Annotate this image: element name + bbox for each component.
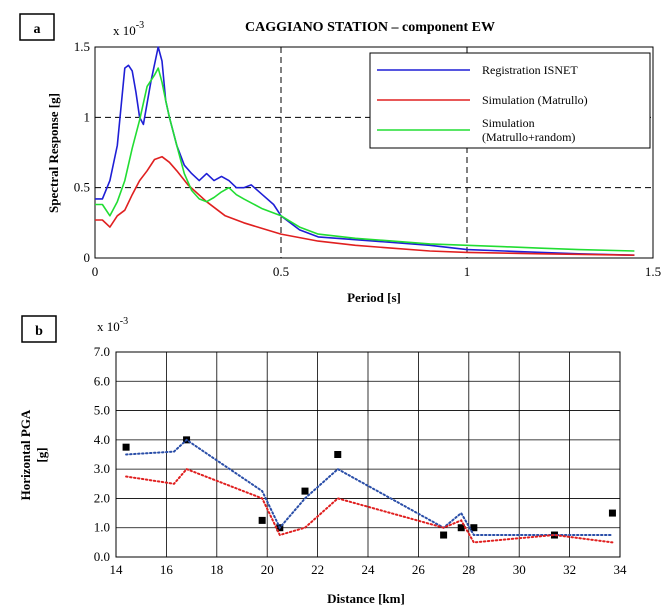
x-tick-label: 0.5 xyxy=(273,264,289,279)
panel-a-legend: Registration ISNET Simulation (Matrullo)… xyxy=(369,52,651,149)
panel-b-ylabel-line1: Horizontal PGA xyxy=(18,409,33,500)
data-marker xyxy=(440,531,448,539)
y-tick-label: 1 xyxy=(84,109,91,124)
legend-label-simulation-random-line2: (Matrullo+random) xyxy=(482,130,575,144)
panel-a-ticks: 0 0.5 1 1.5 0 0.5 1 1.5 xyxy=(74,39,661,279)
y-tick-label: 3.0 xyxy=(94,461,110,476)
series-line xyxy=(95,155,635,256)
y-tick-label: 6.0 xyxy=(94,373,110,388)
panel-b-ylabel-line2: [g] xyxy=(34,447,49,462)
y-tick-label: 2.0 xyxy=(94,490,110,505)
panel-a-label-box xyxy=(19,13,55,41)
panel-a-label: a xyxy=(34,22,41,37)
panel-a-title: CAGGIANO STATION – component EW xyxy=(245,20,495,35)
y-tick-label: 1.0 xyxy=(94,520,110,535)
data-marker xyxy=(258,516,266,524)
panel-b-multiplier: x 10-3 xyxy=(97,316,128,334)
x-tick-label: 26 xyxy=(412,562,426,577)
panel-b-multiplier-base: x 10 xyxy=(97,319,120,334)
panel-a: a CAGGIANO STATION – component EW x 10-3… xyxy=(19,13,661,305)
legend-label-simulation: Simulation (Matrullo) xyxy=(482,93,588,107)
data-marker xyxy=(122,443,130,451)
x-tick-label: 1.5 xyxy=(645,264,661,279)
x-tick-label: 22 xyxy=(311,562,324,577)
y-tick-label: 0.5 xyxy=(74,180,90,195)
x-tick-label: 24 xyxy=(362,562,376,577)
y-tick-label: 4.0 xyxy=(94,432,110,447)
panel-b-xlabel: Distance [km] xyxy=(327,591,405,606)
y-tick-label: 1.5 xyxy=(74,39,90,54)
y-tick-label: 0.0 xyxy=(94,549,110,564)
data-marker xyxy=(470,524,478,532)
panel-a-series xyxy=(95,46,635,256)
x-tick-label: 20 xyxy=(261,562,274,577)
series-line xyxy=(95,46,635,256)
data-marker xyxy=(457,524,465,532)
data-marker xyxy=(334,451,342,458)
x-tick-label: 18 xyxy=(210,562,223,577)
y-tick-label: 7.0 xyxy=(94,344,110,359)
legend-label-simulation-random-line1: Simulation xyxy=(482,116,535,130)
series-dotted-line xyxy=(125,467,614,544)
x-tick-label: 32 xyxy=(563,562,576,577)
panel-b-grid xyxy=(115,351,621,558)
x-tick-label: 34 xyxy=(614,562,628,577)
data-marker xyxy=(608,509,616,517)
x-tick-label: 14 xyxy=(110,562,124,577)
panel-b-multiplier-exp: -3 xyxy=(120,316,128,327)
panel-b: b x 10-3 14 16 18 20 22 24 26 28 30 32 34 0.0 1.0 2.0… xyxy=(18,315,627,606)
x-tick-label: 0 xyxy=(92,264,99,279)
y-tick-label: 5.0 xyxy=(94,403,110,418)
panel-b-ticks: 14 16 18 20 22 24 26 28 30 32 34 0.0 1.0 2.0 3.0 4.0 5.0… xyxy=(94,344,627,577)
x-tick-label: 16 xyxy=(160,562,174,577)
panel-a-multiplier-base: x 10 xyxy=(113,23,136,38)
legend-label-registration: Registration ISNET xyxy=(482,63,578,77)
panel-a-multiplier: x 10-3 xyxy=(113,20,144,38)
series-line xyxy=(95,67,635,252)
panel-b-label-box xyxy=(21,315,57,343)
data-marker xyxy=(301,487,309,495)
x-tick-label: 30 xyxy=(513,562,526,577)
panel-b-series xyxy=(122,436,616,544)
x-tick-label: 1 xyxy=(464,264,471,279)
panel-b-label: b xyxy=(35,324,43,339)
y-tick-label: 0 xyxy=(84,250,91,265)
series-dotted-line xyxy=(125,438,614,536)
x-tick-label: 28 xyxy=(462,562,475,577)
panel-a-xlabel: Period [s] xyxy=(347,290,401,305)
panel-a-ylabel: Spectral Response [g] xyxy=(46,93,61,213)
panel-a-multiplier-exp: -3 xyxy=(136,20,144,31)
